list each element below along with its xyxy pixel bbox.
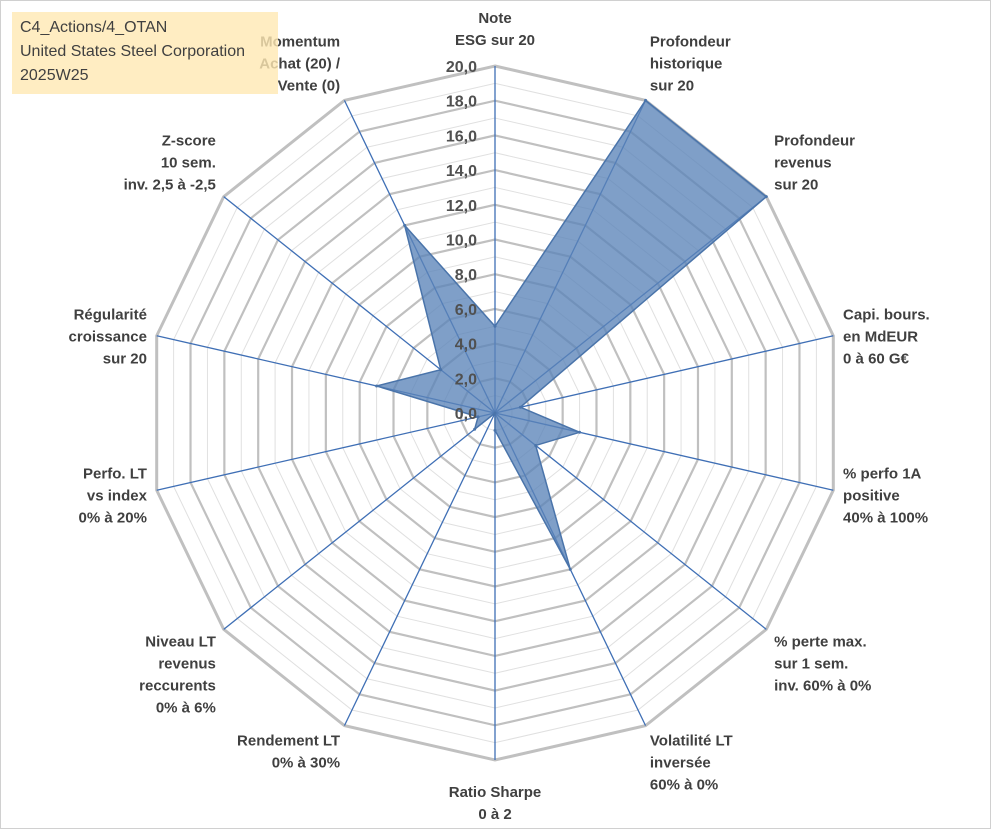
axis-label-line: sur 20	[774, 176, 818, 193]
axis-label-line: 10 sem.	[161, 154, 216, 171]
axis-spoke	[494, 335, 834, 414]
axis-label: Capi. bours. en MdEUR 0 à 60 G€	[843, 307, 930, 368]
axis-label: % perfo 1A positive 40% à 100%	[843, 465, 928, 526]
axis-label-line: Profondeur	[650, 33, 731, 50]
tick-label: 14,0	[446, 163, 477, 180]
tick-label: 20,0	[446, 59, 477, 76]
axis-label-line: Rendement LT	[237, 733, 340, 750]
axis-label-line: ESG sur 20	[455, 32, 535, 49]
axis-label-line: Volatilité LT	[650, 733, 733, 750]
radar-tick-labels: 0,0 2,0 4,0 6,0 8,0 10,0 12,0 14,0 16,0 18,0 20,0	[446, 59, 477, 423]
series-point	[578, 430, 582, 434]
axis-label: Rendement LT 0% à 30%	[237, 733, 340, 772]
axis-label-line: Z-score	[162, 132, 216, 149]
axis-spoke	[494, 412, 767, 630]
series-point	[403, 223, 407, 227]
axis-label-line: croissance	[69, 329, 147, 346]
series-point	[518, 405, 522, 409]
axis-label-line: vs index	[87, 487, 148, 504]
axis-label-line: Achat (20) /	[259, 55, 341, 72]
axis-label-line: Vente (0)	[278, 77, 341, 94]
axis-label-line: historique	[650, 55, 723, 72]
tick-label: 0,0	[455, 406, 477, 423]
radar-axis-labels: Note ESG sur 20 Profondeur historique sur 20…	[69, 10, 930, 823]
series-point	[476, 415, 480, 419]
axis-label: Volatilité LT inversée 60% à 0%	[650, 733, 733, 794]
tick-label: 4,0	[455, 337, 477, 354]
series-point	[534, 443, 538, 447]
tick-label: 16,0	[446, 128, 477, 145]
axis-label-line: Profondeur	[774, 132, 855, 149]
axis-label-line: 0% à 20%	[79, 509, 147, 526]
axis-spoke	[156, 412, 496, 491]
axis-label-line: sur 20	[650, 77, 694, 94]
series-point	[493, 324, 497, 328]
axis-label-line: revenus	[158, 656, 216, 673]
axis-label: Profondeur historique sur 20	[650, 33, 731, 94]
tick-label: 2,0	[455, 371, 477, 388]
tick-label: 8,0	[455, 267, 477, 284]
axis-label-line: inv. 60% à 0%	[774, 678, 871, 695]
axis-label-line: Niveau LT	[145, 634, 216, 651]
series-point	[493, 428, 497, 432]
axis-label-line: 0% à 6%	[156, 700, 216, 717]
radar-series	[373, 98, 768, 571]
axis-label: Régularité croissance sur 20	[69, 307, 147, 368]
axis-spoke	[223, 412, 496, 630]
tick-label: 12,0	[446, 198, 477, 215]
axis-label: Niveau LT revenus reccurents 0% à 6%	[139, 634, 216, 717]
axis-label-line: % perfo 1A	[843, 465, 922, 482]
axis-label: Ratio Sharpe 0 à 2	[449, 784, 542, 823]
axis-label-line: Régularité	[74, 307, 147, 324]
axis-label-line: 0 à 2	[478, 806, 511, 823]
axis-label-line: sur 20	[103, 351, 147, 368]
info-box: C4_Actions/4_OTAN United States Steel Co…	[12, 12, 278, 94]
axis-label-line: 40% à 100%	[843, 509, 928, 526]
tick-label: 10,0	[446, 233, 477, 250]
axis-label-line: sur 1 sem.	[774, 656, 848, 673]
axis-label: Momentum Achat (20) / Vente (0)	[259, 33, 341, 94]
axis-label-line: Capi. bours.	[843, 307, 930, 324]
axis-label-line: inversée	[650, 755, 711, 772]
axis-spoke	[343, 412, 496, 726]
axis-label-line: en MdEUR	[843, 329, 918, 346]
axis-label-line: Note	[478, 10, 511, 27]
series-point	[764, 195, 768, 199]
info-line-company: United States Steel Corporation	[20, 43, 246, 60]
axis-label-line: 0% à 30%	[272, 755, 340, 772]
axis-label: Note ESG sur 20	[455, 10, 535, 49]
axis-label-line: reccurents	[139, 678, 216, 695]
series-point	[439, 368, 443, 372]
tick-label: 6,0	[455, 302, 477, 319]
axis-label: Profondeur revenus sur 20	[774, 132, 855, 193]
axis-label-line: 60% à 0%	[650, 777, 718, 794]
series-point	[375, 384, 379, 388]
tick-label: 18,0	[446, 94, 477, 111]
axis-label-line: Ratio Sharpe	[449, 784, 542, 801]
axis-label-line: revenus	[774, 154, 832, 171]
axis-label-line: Momentum	[260, 33, 340, 50]
series-point	[493, 411, 497, 415]
axis-label-line: inv. 2,5 à -2,5	[124, 176, 216, 193]
axis-label-line: Perfo. LT	[83, 465, 147, 482]
info-line-week: 2025W25	[20, 67, 89, 84]
axis-label-line: % perte max.	[774, 634, 867, 651]
axis-label-line: positive	[843, 487, 900, 504]
axis-label: Z-score 10 sem. inv. 2,5 à -2,5	[124, 132, 216, 193]
series-point	[568, 567, 572, 571]
series-point	[473, 427, 477, 431]
series-point	[644, 98, 648, 102]
axis-label-line: 0 à 60 G€	[843, 351, 910, 368]
axis-label: % perte max. sur 1 sem. inv. 60% à 0%	[774, 634, 871, 695]
axis-label: Perfo. LT vs index 0% à 20%	[79, 465, 148, 526]
info-line-folder: C4_Actions/4_OTAN	[20, 19, 168, 36]
